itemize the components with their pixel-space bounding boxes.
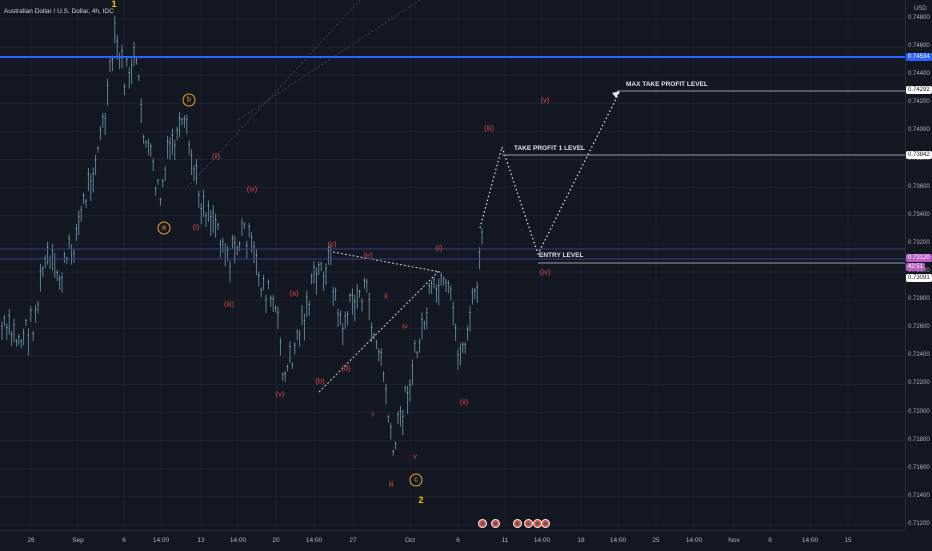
price-tick: 0.71600 <box>908 464 930 471</box>
candlestick-series <box>1 15 483 456</box>
economic-event-icon[interactable] <box>491 519 500 528</box>
price-tick: 0.71200 <box>908 521 930 527</box>
time-tick: 14:00 <box>685 537 703 544</box>
wave-label: (a) <box>289 288 299 298</box>
max-tp-price-tag: 0.74292 <box>906 86 932 94</box>
horizontal-levels <box>0 56 905 264</box>
wave-label: (iii) <box>224 299 234 309</box>
wave-label: (c) <box>327 239 337 249</box>
time-tick: 14:00 <box>305 537 323 544</box>
wave-label: (ii) <box>211 151 221 161</box>
candle-countdown: 42:51 <box>906 263 926 271</box>
wave-label: ii <box>384 291 388 301</box>
time-axis[interactable] <box>0 530 905 551</box>
time-tick: 13 <box>197 537 205 544</box>
price-tick: 0.72400 <box>908 352 930 359</box>
price-tick: 0.74600 <box>908 43 930 50</box>
wave-label: (i) <box>192 222 200 232</box>
time-tick: 18 <box>577 537 585 544</box>
trendline <box>318 269 441 393</box>
price-tick: 0.73400 <box>908 211 930 218</box>
economic-event-icon[interactable] <box>478 519 487 528</box>
trendline <box>237 0 421 121</box>
price-tick: 0.74800 <box>908 15 930 21</box>
time-tick: Nov <box>728 537 740 544</box>
time-tick: 11 <box>501 537 509 544</box>
wave-label: (ii) <box>459 397 469 407</box>
projection-path <box>479 90 621 256</box>
trendline <box>184 0 361 191</box>
time-tick: 14:00 <box>229 537 247 544</box>
wave-label: (e) <box>363 250 373 260</box>
wave-label-primary: 2 <box>418 495 424 505</box>
time-tick: 27 <box>349 537 357 544</box>
time-tick: 6 <box>456 537 460 544</box>
wave-label: (iv) <box>246 184 258 194</box>
time-tick: 14:00 <box>152 537 170 544</box>
wave-label: (i) <box>435 243 443 253</box>
time-tick: 25 <box>652 537 660 544</box>
wave-label-circled: b <box>182 93 196 107</box>
wave-label: (v) <box>540 95 550 105</box>
blue-line-price-tag: 0.74534 <box>906 53 932 61</box>
currency-label: USD <box>914 6 927 12</box>
price-tick: 0.74400 <box>908 71 930 78</box>
time-tick: 20 <box>272 537 280 544</box>
take-profit-1-label: TAKE PROFIT 1 LEVEL <box>514 145 586 152</box>
tp1-price-tag: 0.73842 <box>906 151 932 159</box>
time-tick: 14:00 <box>609 537 627 544</box>
wave-label: iii <box>388 479 394 489</box>
time-tick: 14:00 <box>801 537 819 544</box>
economic-event-icon[interactable] <box>541 519 550 528</box>
wave-label: i <box>372 409 374 419</box>
price-tick: 0.72600 <box>908 324 930 331</box>
price-tick: 0.72000 <box>908 408 930 415</box>
price-tick: 0.73200 <box>908 239 930 246</box>
entry-level-label: ENTRY LEVEL <box>539 252 584 259</box>
price-tick: 0.71400 <box>908 492 930 499</box>
price-tick: 0.74000 <box>908 127 930 134</box>
time-tick: 8 <box>768 537 772 544</box>
wave-label: v <box>413 451 417 461</box>
projected-wave-path <box>479 90 621 256</box>
wave-label-circled: c <box>409 473 423 487</box>
projection-arrowhead <box>612 91 620 98</box>
wave-label: (iii) <box>484 123 494 133</box>
time-tick: Oct <box>404 537 416 544</box>
wave-label: (iv) <box>539 267 551 277</box>
wave-label-primary: 1 <box>111 0 117 9</box>
wave-label: (v) <box>275 389 285 399</box>
trendlines <box>184 0 441 393</box>
price-tick: 0.71800 <box>908 436 930 443</box>
max-take-profit-label: MAX TAKE PROFIT LEVEL <box>626 81 708 88</box>
time-tick: 15 <box>844 537 852 544</box>
price-tick: 0.73600 <box>908 183 930 190</box>
wave-label: (b) <box>315 376 325 386</box>
economic-event-icon[interactable] <box>524 519 533 528</box>
wave-label: (d) <box>341 363 351 373</box>
time-tick: 26 <box>27 537 35 544</box>
time-tick: 14:00 <box>533 537 551 544</box>
time-tick: Sep <box>72 537 84 544</box>
economic-event-icon[interactable] <box>513 519 522 528</box>
chart-title: Australian Dollar / U.S. Dollar, 4h, IDC <box>4 8 114 15</box>
time-tick: 6 <box>122 537 126 544</box>
current-price-tag: 0.73120 <box>906 254 932 262</box>
chart-grid <box>0 0 905 530</box>
entry-price-tag: 0.73091 <box>906 274 932 282</box>
price-tick: 0.72200 <box>908 380 930 387</box>
price-tick: 0.73000 <box>908 268 930 274</box>
wave-label: iv <box>402 321 408 331</box>
price-tick: 0.74200 <box>908 99 930 106</box>
price-tick: 0.72800 <box>908 296 930 303</box>
trendline <box>332 251 441 273</box>
wave-label-circled: a <box>157 221 171 235</box>
